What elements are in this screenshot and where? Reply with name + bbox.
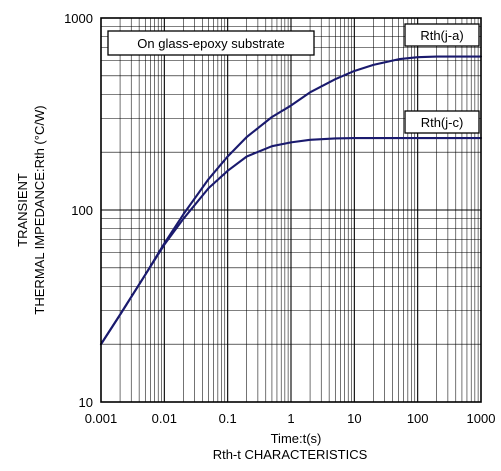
series-label-rth-ja: Rth(j-a) bbox=[420, 28, 463, 43]
plot-frame bbox=[100, 17, 482, 403]
series-line-rth-jc bbox=[99, 137, 483, 346]
x-axis-title: Time:t(s) bbox=[271, 431, 322, 446]
series-label-box-rth-jc: Rth(j-c) bbox=[404, 110, 480, 134]
y-tick-label: 10 bbox=[79, 395, 93, 410]
series-label-box-rth-ja: Rth(j-a) bbox=[404, 23, 480, 47]
series-label-rth-jc: Rth(j-c) bbox=[421, 115, 464, 130]
x-tick-label: 1 bbox=[287, 411, 294, 426]
condition-label: On glass-epoxy substrate bbox=[137, 36, 284, 51]
y-tick-label: 1000 bbox=[64, 11, 93, 26]
chart-caption: Rth-t CHARACTERISTICS bbox=[213, 447, 368, 462]
series-layer bbox=[99, 55, 483, 346]
y-axis-title-line2: THERMAL IMPEDANCE:Rth (°C/W) bbox=[32, 105, 47, 314]
x-tick-label: 0.01 bbox=[152, 411, 177, 426]
tick-label-layer: 0.001 0.01 0.1 1 10 100 1000 10 100 1000 bbox=[64, 11, 495, 426]
x-tick-label: 1000 bbox=[467, 411, 496, 426]
x-tick-label: 0.1 bbox=[219, 411, 237, 426]
x-tick-label: 100 bbox=[407, 411, 429, 426]
grid-layer bbox=[101, 18, 481, 402]
x-tick-label: 10 bbox=[347, 411, 361, 426]
x-tick-label: 0.001 bbox=[85, 411, 118, 426]
y-tick-label: 100 bbox=[71, 203, 93, 218]
y-axis-title-line1: TRANSIENT bbox=[15, 173, 30, 247]
condition-label-box: On glass-epoxy substrate bbox=[107, 30, 315, 56]
